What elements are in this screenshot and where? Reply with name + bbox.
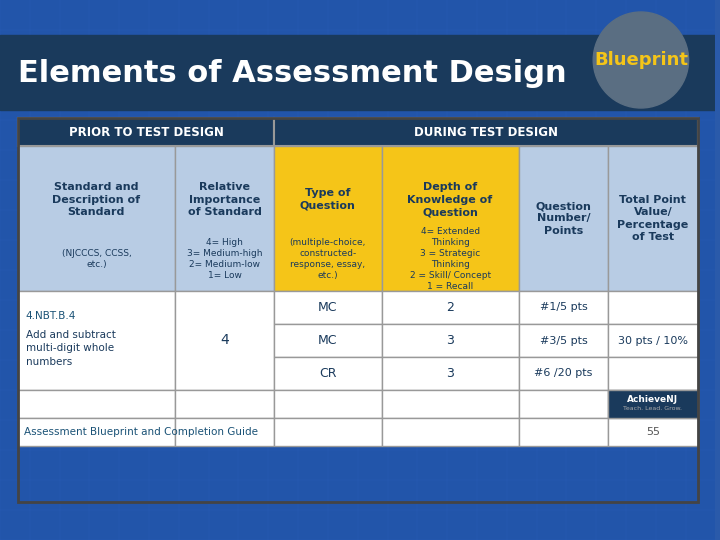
Bar bbox=[382, 357, 518, 390]
Bar bbox=[382, 146, 518, 291]
Text: 2: 2 bbox=[446, 301, 454, 314]
Bar bbox=[608, 418, 698, 446]
Text: MC: MC bbox=[318, 301, 338, 314]
Bar bbox=[518, 418, 608, 446]
Text: #6 /20 pts: #6 /20 pts bbox=[534, 368, 593, 379]
Text: Add and subtract
multi-digit whole
numbers: Add and subtract multi-digit whole numbe… bbox=[26, 330, 116, 367]
Bar bbox=[18, 418, 175, 446]
Text: 4= High
3= Medium-high
2= Medium-low
1= Low: 4= High 3= Medium-high 2= Medium-low 1= … bbox=[186, 238, 262, 280]
Text: 3: 3 bbox=[446, 334, 454, 347]
Text: Question
Number/
Points: Question Number/ Points bbox=[536, 201, 591, 236]
Text: Elements of Assessment Design: Elements of Assessment Design bbox=[18, 58, 567, 87]
Bar bbox=[274, 118, 698, 146]
Text: 4: 4 bbox=[220, 334, 229, 348]
Bar bbox=[518, 390, 608, 418]
Text: 3: 3 bbox=[446, 367, 454, 380]
Bar bbox=[608, 291, 698, 324]
Bar bbox=[518, 291, 608, 324]
Text: AchieveNJ: AchieveNJ bbox=[627, 395, 678, 404]
Text: Depth of
Knowledge of
Question: Depth of Knowledge of Question bbox=[408, 183, 492, 217]
Bar bbox=[18, 146, 175, 291]
Text: Type of
Question: Type of Question bbox=[300, 188, 356, 211]
Bar bbox=[382, 324, 518, 357]
Text: 30 pts / 10%: 30 pts / 10% bbox=[618, 335, 688, 346]
Text: #1/5 pts: #1/5 pts bbox=[539, 302, 588, 313]
Bar bbox=[518, 146, 608, 291]
Text: (NJCCCS, CCSS,
etc.): (NJCCCS, CCSS, etc.) bbox=[61, 249, 131, 269]
Text: Standard and
Description of
Standard: Standard and Description of Standard bbox=[53, 183, 140, 217]
Text: (multiple-choice,
constructed-
response, essay,
etc.): (multiple-choice, constructed- response,… bbox=[289, 238, 366, 280]
Bar bbox=[518, 357, 608, 390]
Bar bbox=[18, 291, 175, 390]
Text: Assessment Blueprint and Completion Guide: Assessment Blueprint and Completion Guid… bbox=[24, 427, 258, 437]
Bar bbox=[18, 390, 175, 418]
Bar bbox=[608, 146, 698, 291]
Text: CR: CR bbox=[319, 367, 337, 380]
Bar bbox=[175, 146, 274, 291]
Text: DURING TEST DESIGN: DURING TEST DESIGN bbox=[414, 125, 558, 138]
Bar bbox=[382, 291, 518, 324]
Text: Teach. Lead. Grow.: Teach. Lead. Grow. bbox=[624, 407, 683, 411]
Bar bbox=[18, 118, 698, 502]
Bar bbox=[274, 418, 382, 446]
Text: Total Point
Value/
Percentage
of Test: Total Point Value/ Percentage of Test bbox=[617, 195, 688, 242]
Text: Relative
Importance
of Standard: Relative Importance of Standard bbox=[188, 183, 261, 217]
Bar bbox=[175, 418, 274, 446]
Text: PRIOR TO TEST DESIGN: PRIOR TO TEST DESIGN bbox=[68, 125, 223, 138]
Text: 4.NBT.B.4: 4.NBT.B.4 bbox=[26, 310, 76, 321]
Bar bbox=[175, 390, 274, 418]
Bar bbox=[608, 324, 698, 357]
Text: 55: 55 bbox=[646, 427, 660, 437]
Bar bbox=[608, 357, 698, 390]
Bar bbox=[175, 291, 274, 390]
Text: MC: MC bbox=[318, 334, 338, 347]
Bar bbox=[382, 418, 518, 446]
Bar bbox=[518, 324, 608, 357]
Bar bbox=[274, 390, 382, 418]
Bar bbox=[274, 291, 382, 324]
Bar bbox=[274, 357, 382, 390]
Bar bbox=[0, 35, 716, 110]
Bar bbox=[608, 390, 698, 418]
Text: Blueprint: Blueprint bbox=[594, 51, 688, 69]
Bar bbox=[18, 118, 274, 146]
Bar bbox=[274, 324, 382, 357]
Bar bbox=[608, 390, 698, 418]
Bar bbox=[274, 146, 382, 291]
Text: #3/5 pts: #3/5 pts bbox=[539, 335, 588, 346]
Circle shape bbox=[593, 12, 688, 108]
Bar bbox=[382, 390, 518, 418]
Text: 4= Extended
Thinking
3 = Strategic
Thinking
2 = Skill/ Concept
1 = Recall: 4= Extended Thinking 3 = Strategic Think… bbox=[410, 227, 491, 292]
